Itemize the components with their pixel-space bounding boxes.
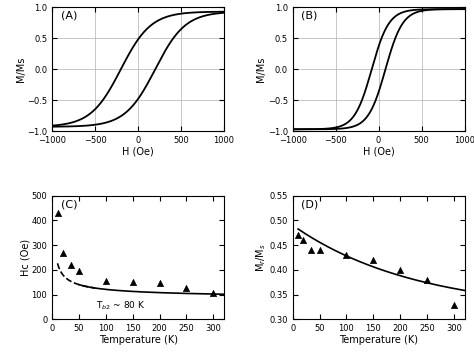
Point	[54, 210, 61, 216]
Y-axis label: Hc (Oe): Hc (Oe)	[20, 239, 30, 276]
Text: (C): (C)	[61, 199, 77, 209]
X-axis label: H (Oe): H (Oe)	[122, 146, 154, 156]
Y-axis label: M/Ms: M/Ms	[16, 57, 26, 82]
Point	[210, 290, 217, 296]
Point	[423, 277, 431, 283]
Point	[300, 237, 307, 243]
Point	[343, 252, 350, 258]
Point	[316, 247, 323, 253]
Text: T$_{b2}$ ~ 80 K: T$_{b2}$ ~ 80 K	[96, 299, 146, 312]
X-axis label: H (Oe): H (Oe)	[363, 146, 394, 156]
Point	[59, 250, 67, 256]
Point	[156, 280, 164, 286]
X-axis label: Temperature (K): Temperature (K)	[99, 335, 178, 345]
Y-axis label: M/Ms: M/Ms	[256, 57, 266, 82]
Point	[129, 279, 137, 285]
Text: (A): (A)	[61, 11, 77, 21]
Point	[75, 268, 83, 274]
Point	[102, 278, 109, 284]
X-axis label: Temperature (K): Temperature (K)	[339, 335, 418, 345]
Point	[182, 286, 190, 291]
Y-axis label: M$_r$/M$_s$: M$_r$/M$_s$	[254, 243, 268, 272]
Point	[294, 232, 302, 238]
Point	[450, 302, 457, 307]
Text: (D): (D)	[301, 199, 319, 209]
Point	[396, 267, 404, 273]
Point	[369, 257, 377, 263]
Text: (B): (B)	[301, 11, 318, 21]
Point	[67, 262, 75, 268]
Point	[308, 247, 315, 253]
